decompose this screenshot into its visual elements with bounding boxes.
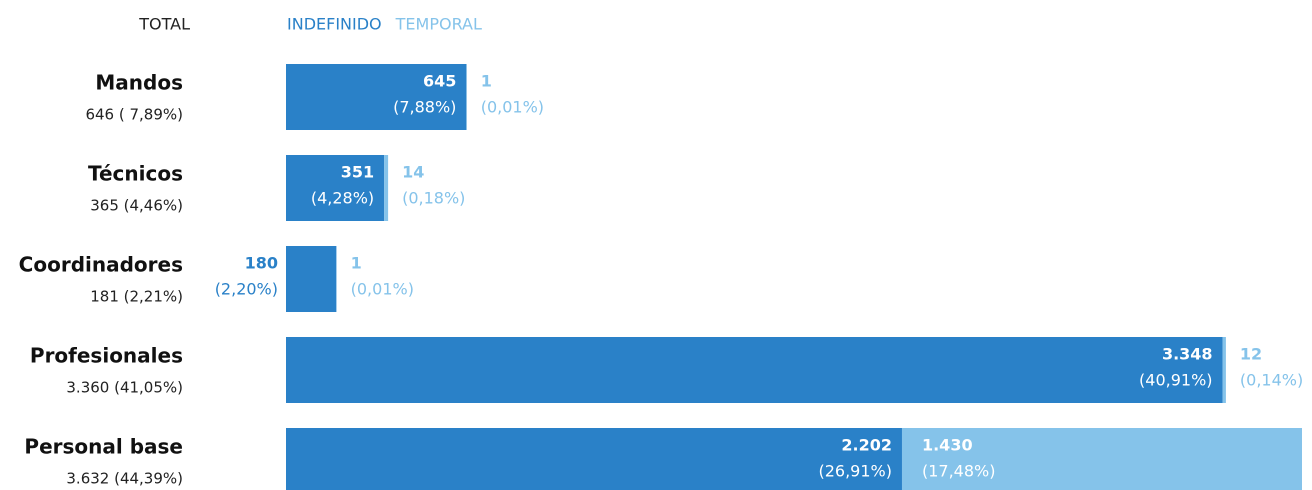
total-label: 3.360 (41,05%): [66, 379, 183, 397]
percent-label: (0,01%): [351, 280, 414, 299]
percent-label: (7,88%): [393, 98, 456, 117]
value-label: 12: [1240, 345, 1262, 364]
percent-label: (4,28%): [311, 189, 374, 208]
value-label: 1: [481, 72, 492, 91]
percent-label: (2,20%): [215, 280, 278, 299]
category-label: Personal base: [24, 435, 183, 459]
percent-label: (0,14%): [1240, 371, 1303, 390]
legend-entry: INDEFINIDO: [287, 15, 382, 34]
value-label: 3.348: [1162, 345, 1213, 364]
value-label: 351: [341, 163, 374, 182]
value-label: 180: [245, 254, 278, 273]
percent-label: (0,18%): [402, 189, 465, 208]
bar-segment: [384, 155, 389, 221]
bar-segment: [286, 428, 902, 490]
percent-label: (17,48%): [922, 462, 996, 481]
total-label: 181 (2,21%): [90, 288, 183, 306]
value-label: 1.430: [922, 436, 973, 455]
total-label: 3.632 (44,39%): [66, 470, 183, 488]
category-label: Profesionales: [30, 344, 183, 368]
total-label: 365 (4,46%): [90, 197, 183, 215]
category-label: Técnicos: [88, 162, 183, 186]
percent-label: (26,91%): [818, 462, 892, 481]
total-header: TOTAL: [138, 15, 190, 34]
bar-segment: [901, 428, 1302, 490]
percent-label: (40,91%): [1139, 371, 1213, 390]
percent-label: (0,01%): [481, 98, 544, 117]
value-label: 14: [402, 163, 424, 182]
bar-segment: [286, 337, 1223, 403]
legend-entry: TEMPORAL: [395, 15, 482, 34]
value-label: 645: [423, 72, 456, 91]
bar-segment: [1222, 337, 1226, 403]
total-label: 646 ( 7,89%): [85, 106, 183, 124]
category-label: Coordinadores: [19, 253, 183, 277]
value-label: 2.202: [841, 436, 892, 455]
value-label: 1: [351, 254, 362, 273]
bar-segment: [286, 64, 467, 130]
bar-segment: [286, 155, 385, 221]
bar-segment: [286, 246, 337, 312]
category-label: Mandos: [95, 71, 183, 95]
